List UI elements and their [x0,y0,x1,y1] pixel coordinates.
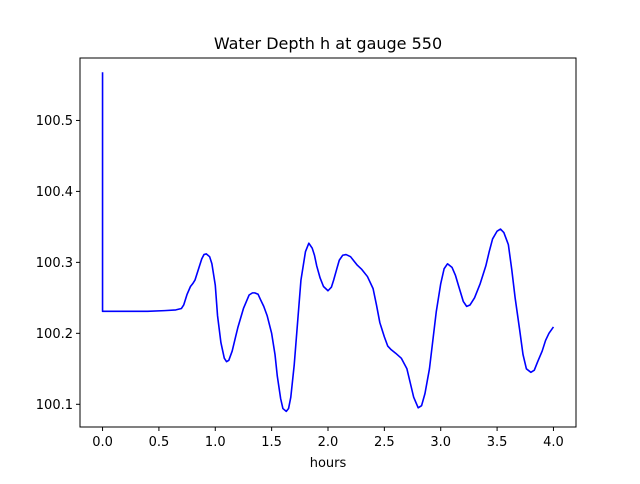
y-axis: 100.1 100.2 100.3 100.4 100.5 [36,114,80,413]
plot-area [101,72,555,413]
x-tick-label: 4.0 [543,435,564,450]
y-tick-label: 100.5 [36,114,73,129]
x-tick-label: 0.0 [92,435,113,450]
x-tick-label: 0.5 [149,435,170,450]
y-tick-label: 100.4 [36,185,73,200]
y-tick-label: 100.1 [36,398,73,413]
y-tick-label: 100.3 [36,256,73,271]
plot-frame [79,57,577,428]
x-tick-label: 1.0 [205,435,226,450]
x-tick-label: 2.5 [374,435,395,450]
chart-title: Water Depth h at gauge 550 [214,34,442,53]
y-tick-label: 100.2 [36,327,73,342]
x-tick-label: 1.5 [261,435,282,450]
x-axis-label: hours [310,456,347,471]
x-tick-label: 3.5 [487,435,508,450]
x-axis: 0.0 0.5 1.0 1.5 2.0 2.5 3.0 3.5 4.0 [92,427,564,450]
series-line-0 [101,72,555,413]
x-tick-label: 2.0 [318,435,339,450]
x-tick-label: 3.0 [430,435,451,450]
